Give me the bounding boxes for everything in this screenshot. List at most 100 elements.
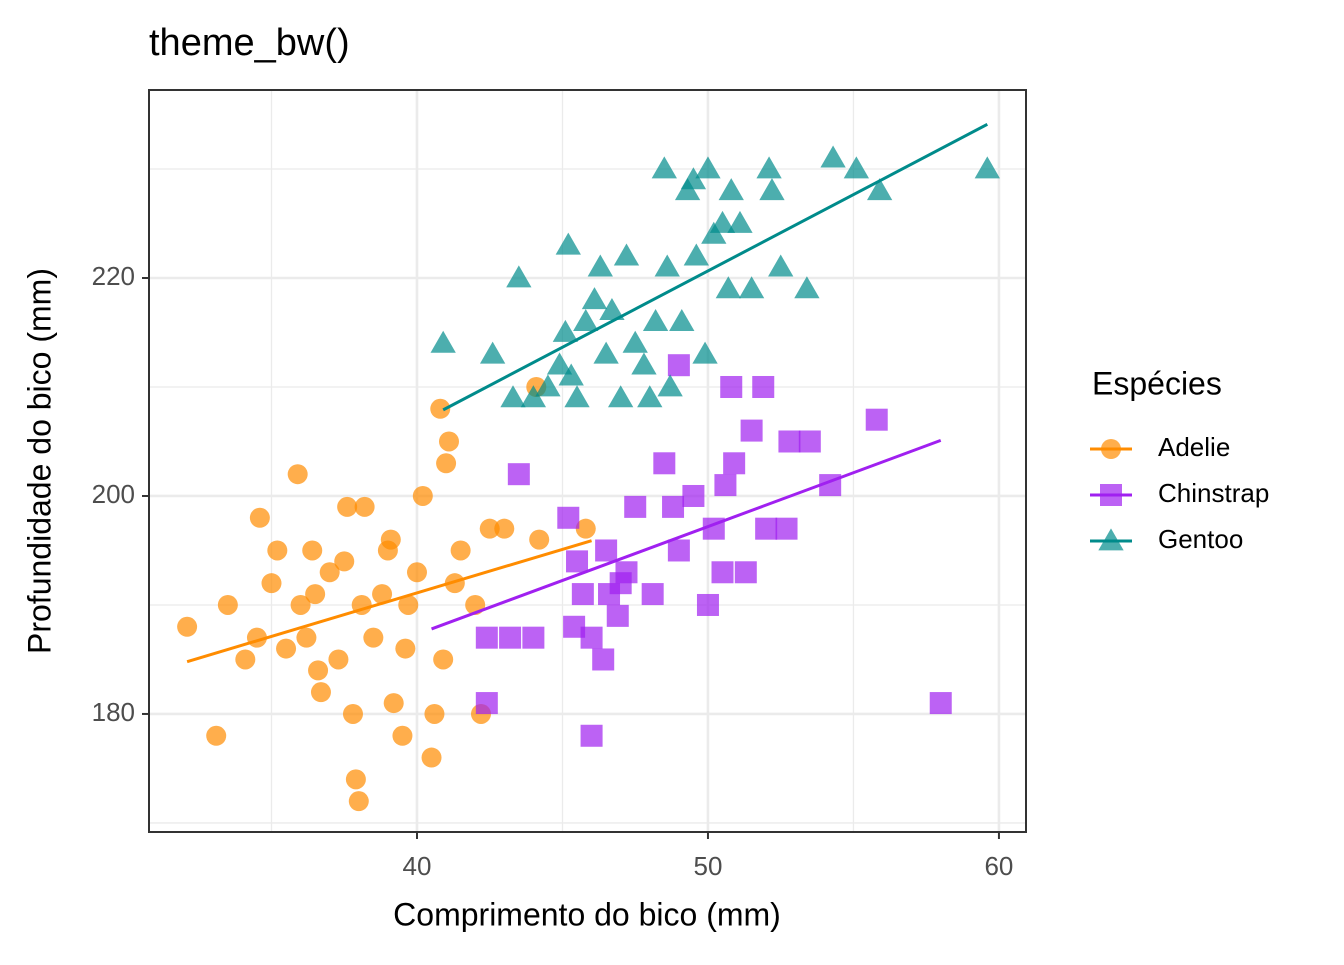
point (235, 649, 256, 670)
point (778, 430, 801, 453)
point (406, 562, 427, 583)
point (555, 232, 581, 255)
point (433, 649, 454, 670)
point (475, 692, 498, 715)
point (546, 352, 573, 375)
point (711, 561, 734, 584)
point (622, 330, 648, 353)
point (494, 518, 515, 539)
point (615, 561, 638, 584)
trend-line (431, 438, 942, 631)
point (535, 374, 561, 397)
point (683, 243, 709, 266)
point (756, 156, 782, 179)
point (177, 616, 198, 637)
point (624, 495, 647, 518)
point (564, 385, 590, 408)
point (759, 178, 785, 201)
point (631, 352, 657, 375)
point (651, 156, 677, 179)
point (383, 693, 404, 714)
legend-key (1100, 484, 1122, 506)
point (657, 374, 683, 397)
point (714, 474, 737, 497)
point (479, 341, 506, 364)
legend-label: Gentoo (1158, 524, 1243, 554)
point (740, 419, 763, 442)
point (974, 156, 1000, 179)
point (424, 703, 445, 724)
point (843, 156, 870, 179)
point (571, 583, 594, 606)
point (680, 167, 707, 190)
point (720, 375, 743, 398)
point (637, 385, 663, 408)
point (667, 354, 690, 377)
point (342, 703, 363, 724)
point (337, 496, 358, 517)
point (345, 769, 366, 790)
point (654, 254, 680, 277)
x-tick-label: 40 (403, 851, 432, 881)
point (302, 540, 323, 561)
point (287, 464, 308, 485)
legend-title: Espécies (1092, 365, 1222, 401)
point (715, 276, 741, 299)
point (592, 648, 615, 671)
point (319, 562, 340, 583)
point (430, 398, 451, 419)
point (641, 583, 664, 606)
point (308, 660, 329, 681)
point (566, 550, 589, 573)
point (775, 517, 798, 540)
point (820, 145, 846, 168)
point (738, 276, 765, 299)
legend-key (1098, 528, 1124, 551)
point (575, 518, 596, 539)
point (296, 627, 317, 648)
trend-line (442, 123, 988, 412)
point (395, 638, 416, 659)
point (606, 604, 629, 627)
point (450, 540, 471, 561)
point (217, 594, 238, 615)
point (206, 725, 227, 746)
panel-border (148, 89, 1027, 833)
point (580, 626, 603, 649)
point (580, 724, 603, 747)
y-axis-title: Profundidade do bico (mm) (21, 268, 57, 654)
point (718, 178, 744, 201)
point (522, 626, 545, 649)
point (398, 594, 419, 615)
point (267, 540, 288, 561)
point (573, 308, 599, 331)
point (500, 385, 526, 408)
point (354, 496, 375, 517)
point (752, 375, 775, 398)
point (499, 626, 522, 649)
point (563, 615, 586, 638)
point (334, 551, 355, 572)
point (372, 584, 393, 605)
point (593, 341, 619, 364)
point (734, 561, 757, 584)
point (520, 385, 547, 408)
point (328, 649, 349, 670)
point (310, 682, 331, 703)
point (798, 430, 821, 453)
x-axis-title: Comprimento do bico (mm) (393, 896, 781, 932)
point (866, 178, 893, 201)
point (695, 156, 721, 179)
point (662, 495, 685, 518)
point (653, 452, 676, 475)
legend-label: Adelie (1158, 432, 1230, 462)
point (348, 791, 369, 812)
point (667, 539, 690, 562)
point (412, 485, 433, 506)
point (430, 330, 456, 353)
point (723, 452, 746, 475)
x-tick-label: 60 (984, 851, 1013, 881)
point (506, 265, 532, 288)
point (290, 594, 311, 615)
point (692, 341, 718, 364)
